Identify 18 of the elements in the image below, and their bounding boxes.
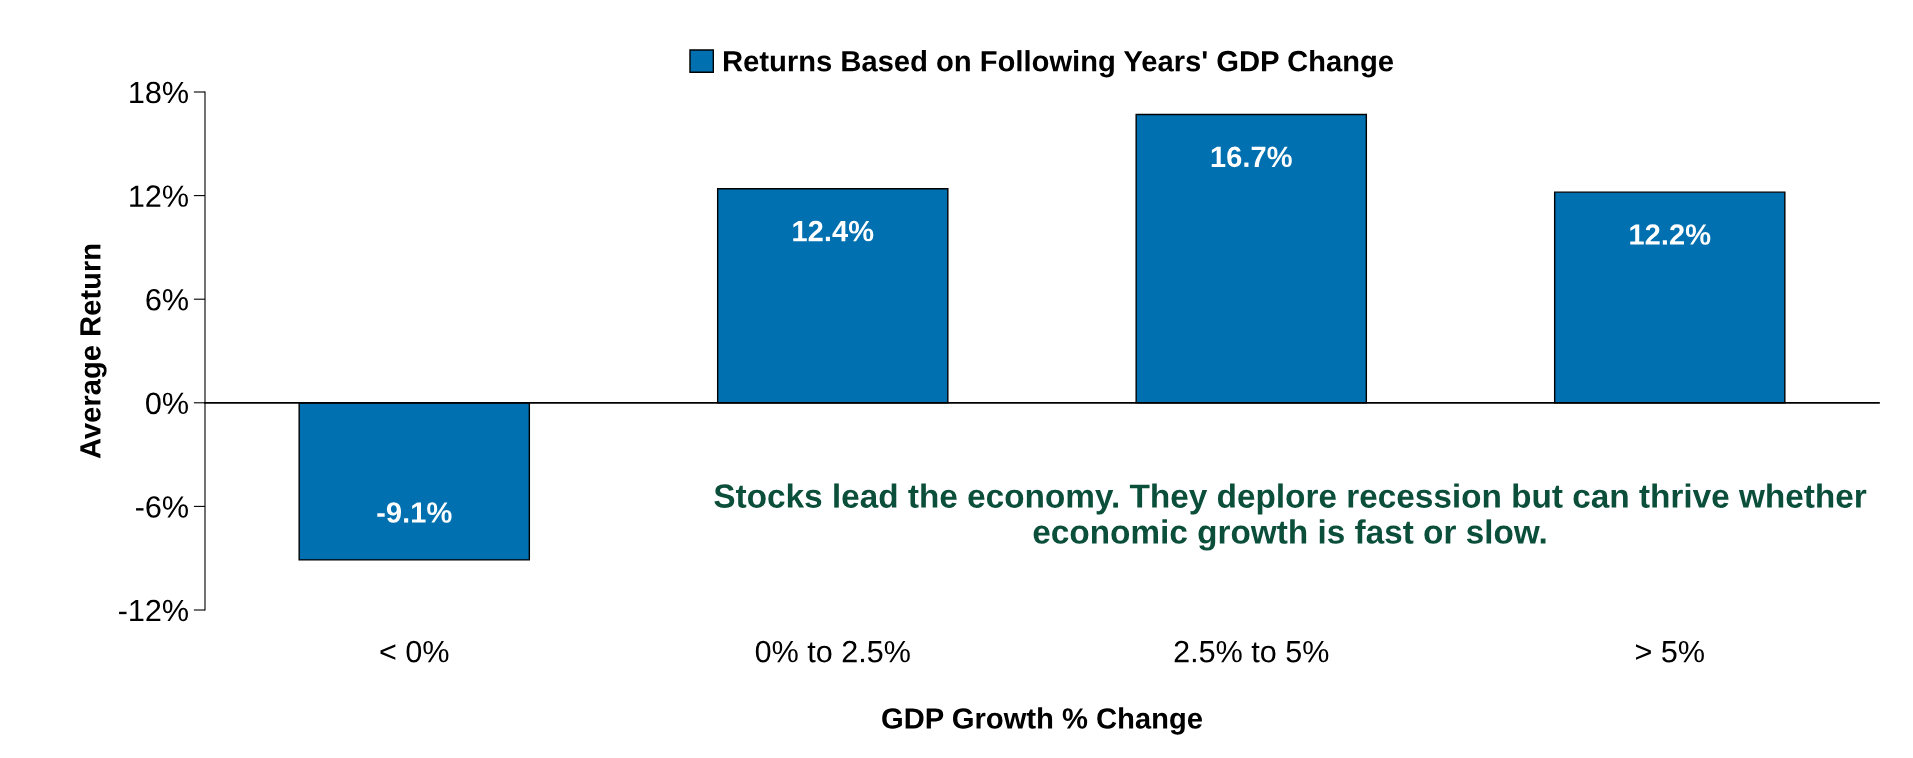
y-tick-label: 18% xyxy=(130,81,188,104)
x-tick-label: 2.5% to 5% xyxy=(1174,640,1329,663)
y-tick-label: -12% xyxy=(119,599,188,622)
y-tick-label: -6% xyxy=(136,496,188,518)
data-label: 12.4% xyxy=(793,220,874,242)
data-label: 16.7% xyxy=(1211,146,1292,168)
x-tick-label: < 0% xyxy=(380,640,449,663)
y-tick-label: 0% xyxy=(146,392,188,415)
y-axis-title: Average Return xyxy=(80,244,107,459)
x-axis-title: GDP Growth % Change xyxy=(882,707,1202,735)
y-tick-label: 6% xyxy=(146,288,188,311)
x-tick-label: > 5% xyxy=(1636,640,1704,663)
y-tick-label: 12% xyxy=(130,185,188,207)
data-label: 12.2% xyxy=(1630,224,1711,245)
data-label: -9.1% xyxy=(377,502,452,523)
legend-label: Returns Based on Following Years' GDP Change xyxy=(724,50,1394,78)
annotation: Stocks lead the economy. They deplore recession but can thrive whether economic growth is fast or slow. xyxy=(714,483,1867,551)
x-tick-label: 0% to 2.5% xyxy=(755,640,910,663)
